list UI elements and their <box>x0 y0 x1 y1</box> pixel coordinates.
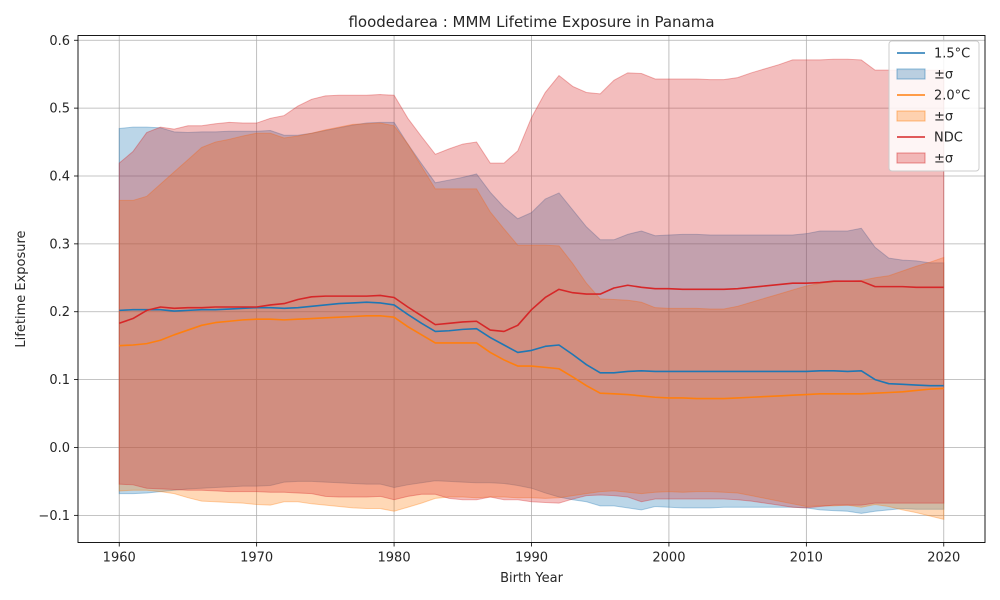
x-tick-label: 2000 <box>652 551 685 566</box>
x-axis-title: Birth Year <box>500 571 564 586</box>
y-tick-label: 0.3 <box>49 237 70 252</box>
chart-title: floodedarea : MMM Lifetime Exposure in P… <box>348 13 714 31</box>
y-tick-label: 0.6 <box>49 34 70 49</box>
series-lines <box>118 280 944 400</box>
band-2 <box>118 58 945 509</box>
x-tick-label: 1990 <box>515 551 548 566</box>
legend-band-label: ±σ <box>934 110 953 125</box>
y-tick-label: 0.1 <box>49 373 70 388</box>
series-line-1 <box>119 315 944 400</box>
x-tick-label: 2010 <box>790 551 823 566</box>
legend-series-label: 2.0°C <box>934 89 970 104</box>
band-1 <box>118 122 945 521</box>
legend-band-label: ±σ <box>934 152 953 167</box>
legend-series-label: 1.5°C <box>934 47 970 62</box>
y-tick-label: 0.5 <box>49 102 70 117</box>
x-axis-ticks: 1960 1970 1980 1990 2000 2010 2020 <box>103 542 960 566</box>
y-tick-label: 0.0 <box>49 441 70 456</box>
legend-series-label: NDC <box>934 131 963 146</box>
x-tick-label: 1970 <box>240 551 273 566</box>
x-tick-label: 1980 <box>378 551 411 566</box>
x-tick-label: 1960 <box>103 551 136 566</box>
legend-band-label: ±σ <box>934 68 953 83</box>
series-line-2 <box>118 280 944 333</box>
y-tick-label: 0.2 <box>49 305 70 320</box>
x-tick-label: 2020 <box>927 551 960 566</box>
legend-band-swatch <box>896 68 926 80</box>
y-tick-label: 0.4 <box>49 169 70 184</box>
legend-band-swatch <box>896 110 926 122</box>
y-axis-ticks: −0.1 0.0 0.1 0.2 0.3 0.4 0.5 0.6 <box>38 34 78 524</box>
legend-band-swatch <box>896 152 926 164</box>
y-axis-title: Lifetime Exposure <box>14 230 29 347</box>
band-0 <box>118 121 945 514</box>
std-bands <box>118 58 945 521</box>
legend-box <box>888 40 980 172</box>
y-tick-label: −0.1 <box>38 509 70 524</box>
gridlines <box>78 35 985 543</box>
legend: 1.5°C ±σ 2.0°C ±σ NDC ±σ <box>888 40 980 172</box>
